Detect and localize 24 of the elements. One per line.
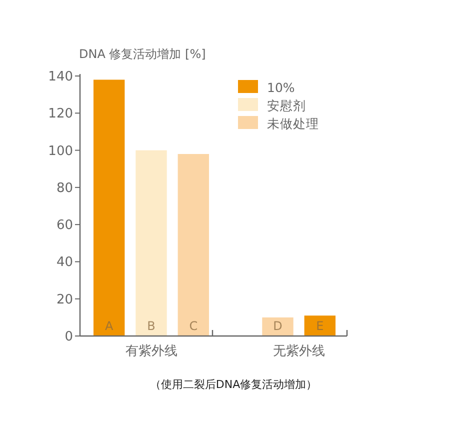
bar [262, 317, 294, 336]
y-tick-label: 20 [56, 292, 73, 308]
bar [93, 80, 125, 336]
x-tick-label: A [104, 319, 114, 333]
x-tick-label: D [273, 319, 282, 333]
y-tick-label: 120 [48, 106, 73, 122]
legend-label: 安慰剂 [267, 98, 306, 113]
bar [304, 316, 336, 336]
x-tick-label: E [316, 319, 324, 333]
y-tick-label: 80 [56, 180, 73, 196]
y-tick-label: 60 [56, 218, 73, 234]
x-tick-label: C [189, 319, 198, 333]
legend-label: 10% [267, 80, 295, 95]
y-axis-title: DNA 修复活动增加 [%] [79, 47, 206, 61]
y-tick-label: 140 [48, 70, 73, 84]
x-tick-label: B [147, 319, 156, 333]
text: 有紫外线 [125, 344, 178, 359]
text: （使用二裂后DNA修复活动增加） [150, 378, 318, 391]
bar [178, 154, 210, 336]
y-tick-label: 0 [64, 330, 73, 344]
legend-label: 未做处理 [267, 116, 319, 131]
y-tick-label: 40 [56, 255, 73, 270]
text: 无紫外线 [272, 344, 325, 359]
y-tick-label: 100 [48, 144, 73, 159]
